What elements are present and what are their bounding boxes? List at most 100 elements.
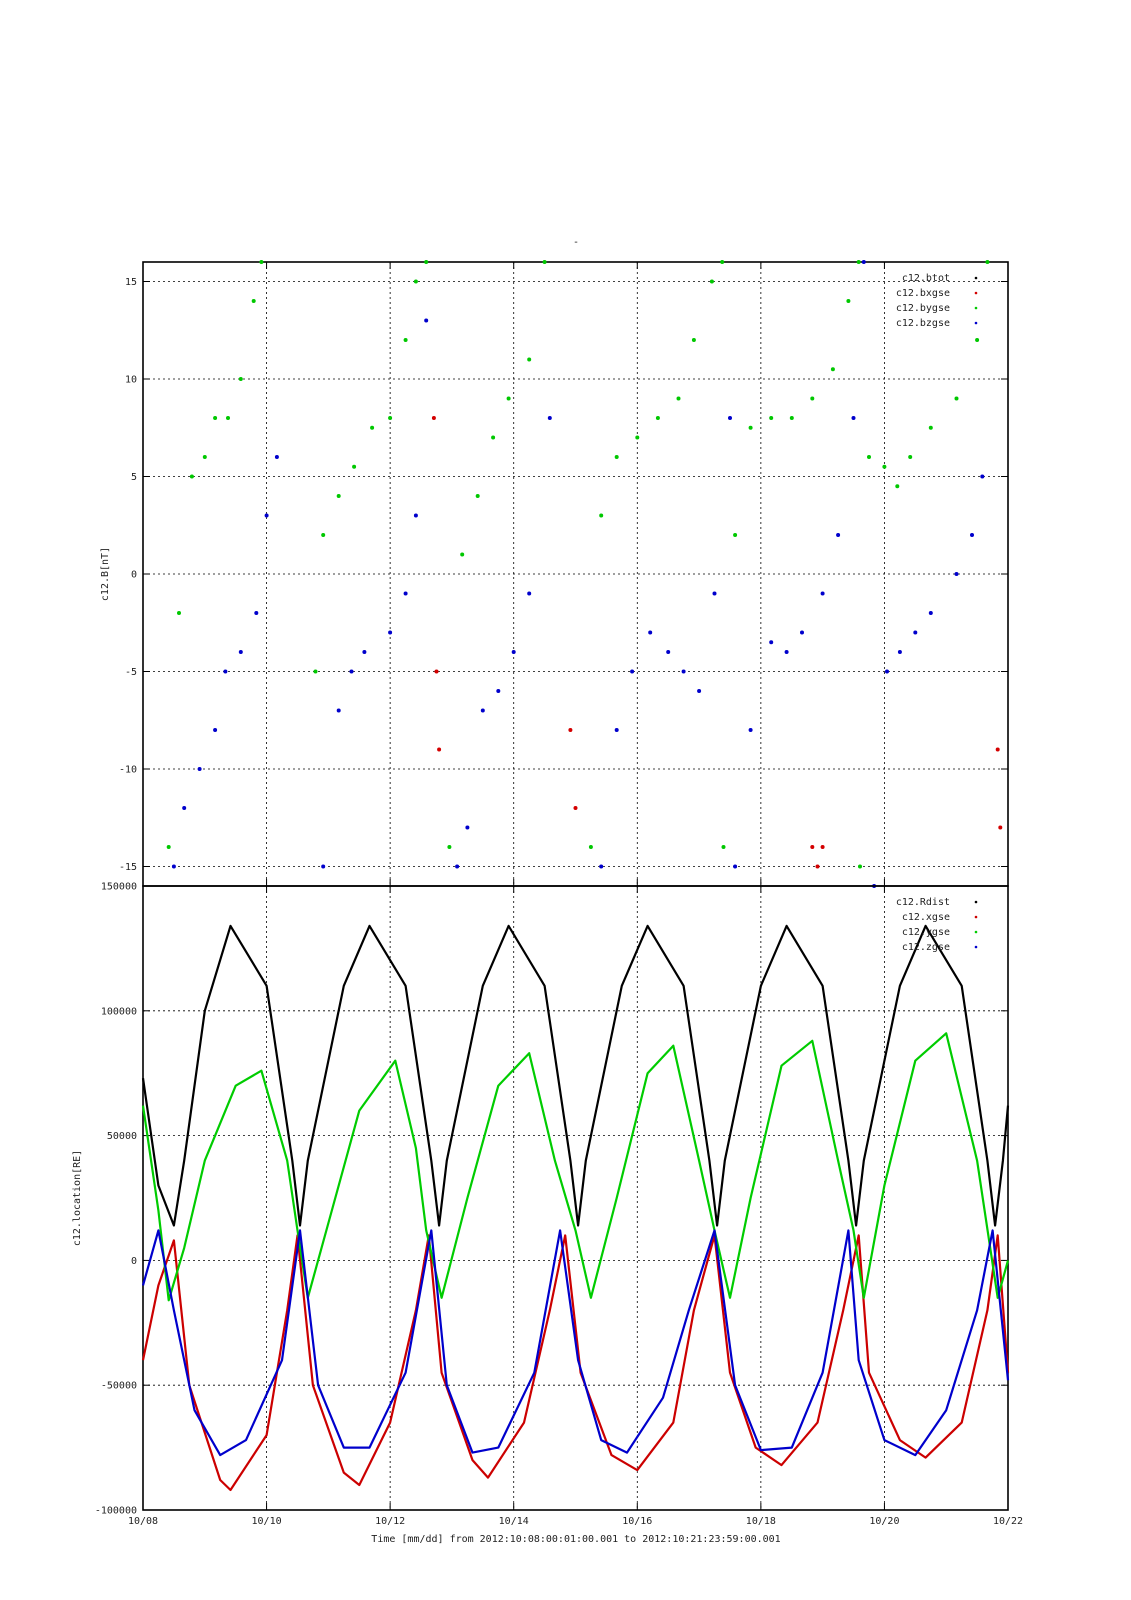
series-c12-ygse-line: [141, 1032, 1010, 1302]
series-c12-bzgse-point: [254, 611, 259, 615]
series-c12-bygse-point: [166, 845, 171, 849]
series-c12-bygse-point: [733, 533, 738, 537]
series-c12-bzgse-point: [666, 650, 671, 654]
legend-swatch-c12-Rdist: [974, 900, 978, 904]
series-c12-bygse-point: [424, 260, 429, 264]
location-y-tick-label: 100000: [101, 1006, 137, 1017]
location-y-tick-label: 50000: [107, 1131, 137, 1142]
x-tick-label: 10/18: [746, 1516, 776, 1527]
series-c12-bygse-point: [226, 416, 230, 420]
series-c12-bzgse-point: [527, 591, 532, 596]
magnetic-field-y-tick-label: 0: [131, 570, 137, 581]
series-c12-bygse-point: [975, 338, 980, 342]
series-c12-bygse-point: [413, 279, 418, 284]
series-c12-bzgse-point: [336, 708, 341, 713]
series-c12-bygse-point: [542, 260, 547, 264]
series-c12-bzgse-point: [954, 572, 959, 576]
series-c12-bygse-point: [352, 464, 357, 469]
legend-swatch-c12-bzgse: [974, 321, 978, 325]
magnetic-field-plot-area: [166, 260, 1003, 888]
series-c12-bxgse-point: [437, 747, 442, 752]
series-c12-bygse-point: [588, 845, 593, 849]
magnetic-field-y-tick-label: 15: [125, 277, 137, 288]
series-c12-bygse-point: [475, 494, 480, 498]
series-c12-bygse-point: [635, 435, 640, 440]
series-c12-bzgse-point: [182, 806, 187, 810]
series-c12-bygse-point: [789, 416, 794, 420]
series-c12-bzgse-point: [970, 533, 974, 537]
x-tick-label: 10/22: [993, 1516, 1023, 1527]
series-c12-bzgse-point: [913, 630, 918, 635]
series-c12-bygse-point: [388, 416, 393, 420]
series-c12-bygse-point: [810, 396, 815, 401]
series-c12-bygse-point: [251, 299, 256, 303]
series-c12-bygse-point: [491, 435, 496, 440]
legend-swatch-c12-xgse: [974, 915, 978, 919]
series-c12-bzgse-point: [614, 728, 619, 732]
magnetic-field-legend: c12.btot c12.bxgse c12.bygse c12.bzgse: [896, 273, 978, 329]
legend-label-c12-bxgse: c12.bxgse: [896, 288, 950, 299]
series-c12-bxgse: [431, 416, 1003, 869]
series-c12-bzgse-point: [321, 864, 326, 869]
series-c12-bzgse-point: [800, 630, 804, 635]
series-c12-bzgse-point: [465, 825, 470, 830]
series-c12-bygse-point: [867, 455, 871, 459]
series-c12-bygse-point: [655, 416, 660, 420]
series-c12-bygse-point: [403, 338, 408, 342]
series-c12-bzgse-point: [424, 318, 429, 323]
series-c12-bygse-point: [721, 845, 726, 849]
location-y-axis-label: c12.location[RE]: [72, 1150, 83, 1246]
series-c12-bzgse-point: [388, 630, 393, 635]
series-c12-bygse-point: [895, 484, 900, 489]
series-c12-bxgse-point: [810, 845, 815, 849]
title-mark: -: [573, 237, 579, 248]
series-c12-bzgse-point: [681, 669, 686, 674]
location-y-tick-label: 0: [131, 1256, 137, 1267]
x-tick-label: 10/10: [252, 1516, 282, 1527]
legend-swatch-c12-bxgse: [974, 291, 978, 295]
series-c12-bzgse-point: [362, 650, 367, 654]
series-c12-Rdist-line: [141, 924, 1010, 1227]
series-c12-bzgse-point: [403, 591, 408, 596]
magnetic-field-ticks: [142, 262, 1009, 886]
series-c12-bzgse-point: [264, 513, 269, 518]
x-tick-label: 10/20: [869, 1516, 899, 1527]
series-c12-bygse-point: [321, 533, 326, 537]
magnetic-field-grid: [143, 262, 1008, 886]
series-c12-bxgse-point: [995, 747, 1000, 752]
series-c12-bygse-point: [856, 260, 861, 264]
series-c12-xgse-line: [141, 1234, 1010, 1492]
series-c12-bygse-point: [202, 455, 207, 459]
magnetic-field-panel: -15 -10 -5 0 5 10 15 c12.B[nT] c12.btot c12.bxg…: [100, 260, 1009, 888]
location-ticks: [142, 885, 1009, 1511]
legend-swatch-c12-ygse: [974, 930, 978, 934]
legend-label-c12-bygse: c12.bygse: [896, 303, 950, 314]
series-c12-bxgse-point: [815, 864, 820, 869]
magnetic-field-y-axis-label: c12.B[nT]: [100, 547, 111, 601]
location-y-tick-labels: -100000 -50000 0 50000 100000 150000: [95, 882, 137, 1517]
series-c12-bzgse-point: [455, 864, 460, 869]
series-c12-bygse-point: [985, 260, 990, 264]
location-y-tick-label: -100000: [95, 1506, 137, 1517]
series-c12-bygse-point: [189, 474, 194, 479]
series-c12-bzgse-point: [630, 669, 635, 674]
legend-label-c12-Rdist: c12.Rdist: [896, 897, 950, 908]
series-c12-bzgse-point: [784, 650, 789, 654]
location-legend: c12.Rdist c12.xgse c12.ygse c12.zgse: [896, 897, 978, 953]
series-c12-bzgse-point: [274, 455, 279, 459]
legend-label-c12-zgse: c12.zgse: [902, 942, 950, 953]
series-c12-bygse-point: [928, 425, 933, 430]
magnetic-field-y-tick-label: -5: [125, 667, 137, 678]
series-c12-bzgse-point: [480, 708, 485, 713]
series-c12-bygse-point: [858, 864, 862, 869]
series-c12-bygse-point: [506, 396, 511, 401]
series-c12-bygse-point: [527, 357, 532, 362]
series-c12-bxgse-point: [573, 806, 578, 810]
series-c12-bzgse-point: [980, 474, 985, 479]
series-c12-bygse-point: [599, 513, 604, 518]
series-c12-bygse-point: [259, 260, 264, 264]
series-c12-bzgse-point: [223, 669, 228, 674]
series-c12-bygse-point: [213, 416, 218, 420]
series-c12-bzgse-point: [928, 611, 933, 615]
series-c12-bzgse-point: [851, 416, 856, 420]
